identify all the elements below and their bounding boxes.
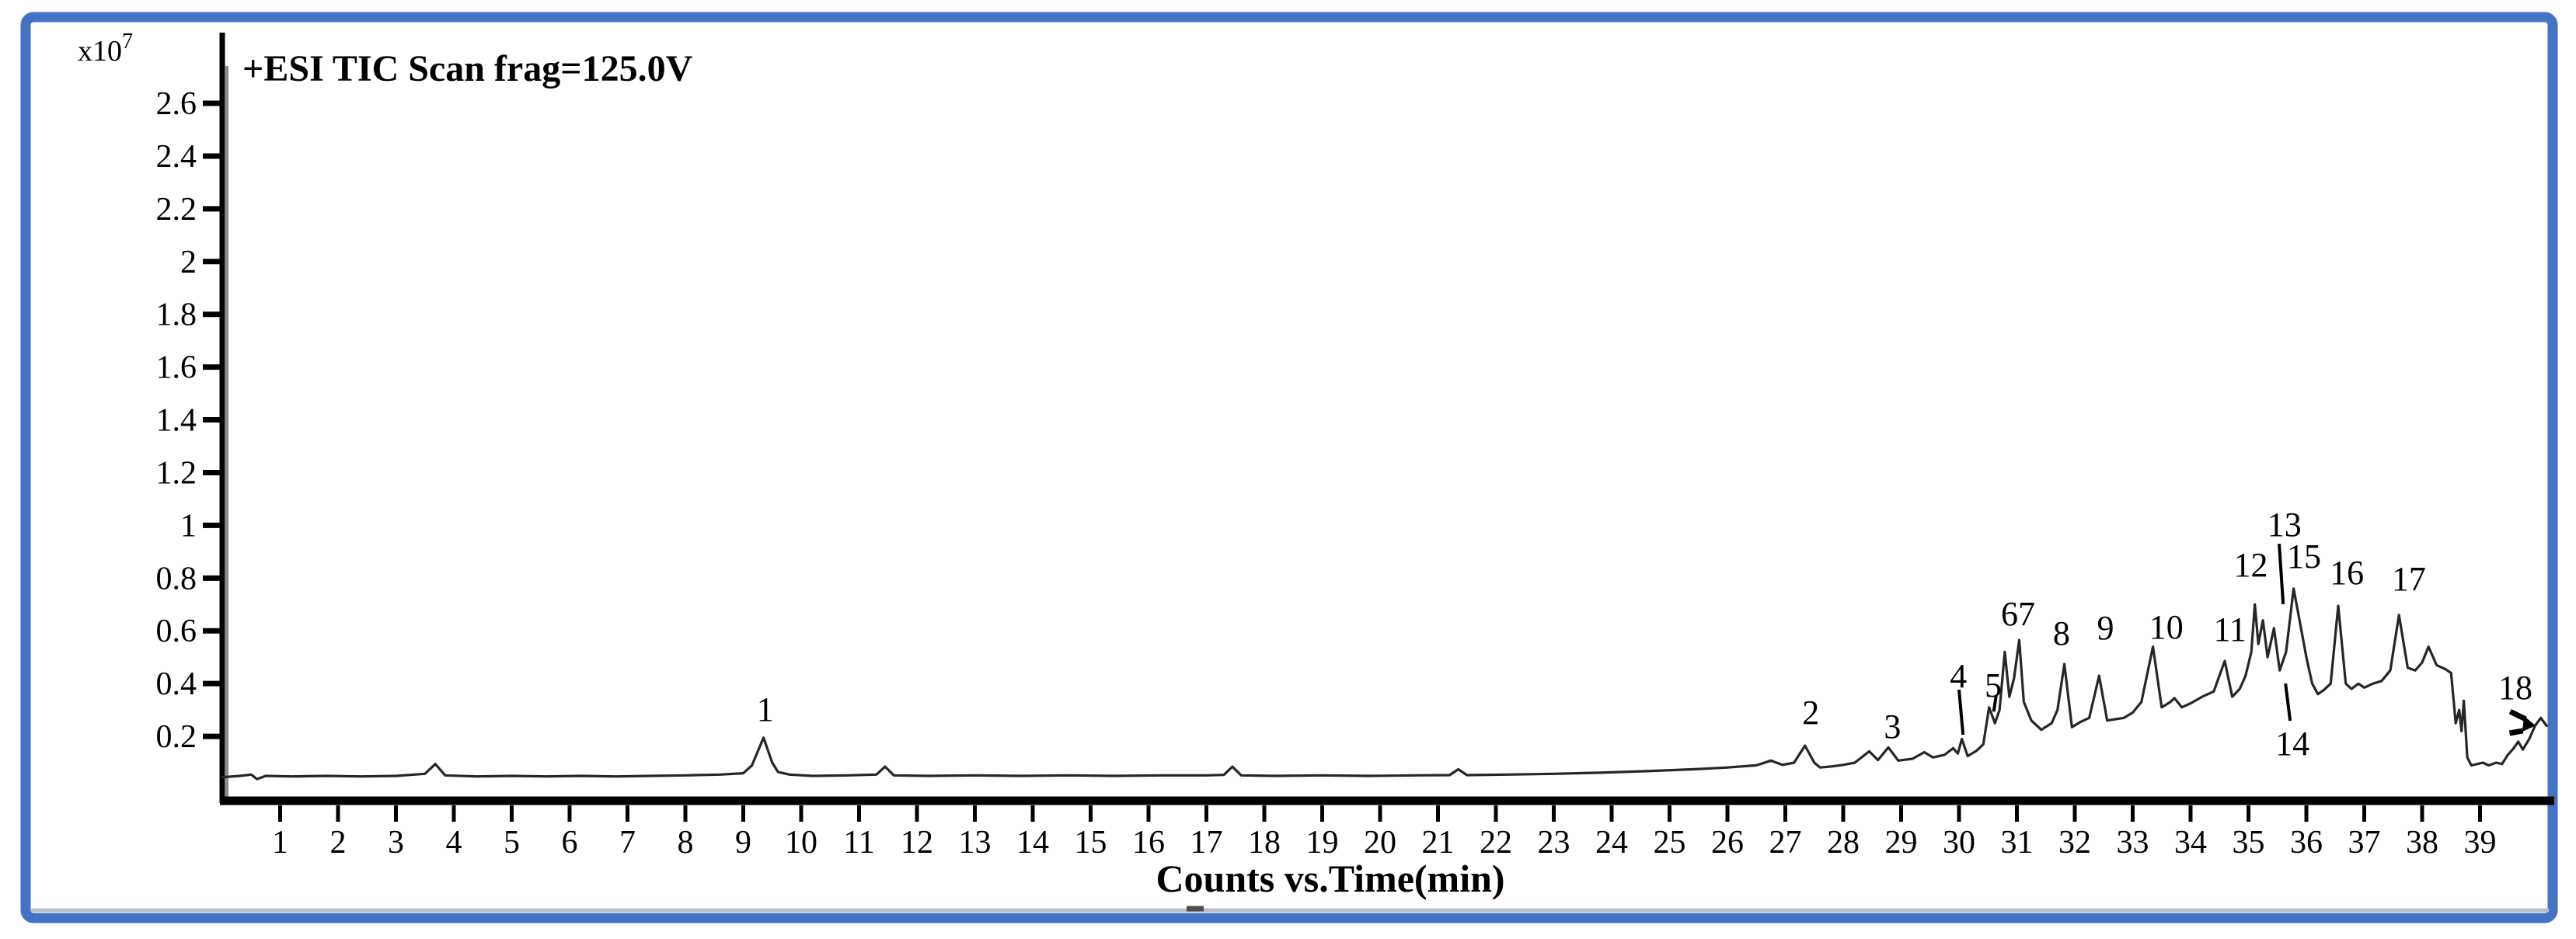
x-tick-label: 10 [785, 825, 817, 861]
peak-label-9: 9 [2097, 609, 2114, 647]
x-tick-label: 1 [272, 825, 288, 861]
peak-label-8: 8 [2053, 614, 2070, 652]
x-tick-label: 16 [1132, 825, 1165, 861]
figure-border [20, 12, 2558, 923]
chart-title: +ESI TIC Scan frag=125.0V [242, 48, 693, 89]
peak-label-67: 67 [2001, 595, 2035, 633]
peak-label-10: 10 [2149, 608, 2184, 646]
x-tick-label: 28 [1827, 825, 1860, 861]
y-tick-label: 2.2 [156, 192, 197, 228]
peak-label-16: 16 [2330, 554, 2364, 592]
y-axis-scale-label: x107 [78, 30, 133, 68]
peak-18-arrow-head [2522, 715, 2536, 732]
x-tick-label: 39 [2464, 825, 2497, 861]
x-tick-label: 20 [1364, 825, 1396, 861]
peak-pointer-line [1957, 689, 1965, 736]
x-tick-label: 30 [1943, 825, 1975, 861]
x-tick-label: 22 [1480, 825, 1512, 861]
x-tick-label: 24 [1595, 825, 1628, 861]
x-tick-label: 8 [678, 825, 694, 861]
x-tick-label: 38 [2406, 825, 2438, 861]
x-tick-label: 35 [2233, 825, 2265, 861]
x-tick-label: 25 [1654, 825, 1686, 861]
x-tick-label: 14 [1016, 825, 1049, 861]
peak-pointer-line [2277, 544, 2285, 605]
x-tick-label: 9 [735, 825, 751, 861]
peak-pointer-line [1992, 695, 1998, 712]
peak-label-5: 5 [1985, 666, 2002, 704]
peak-label-11: 11 [2213, 610, 2246, 649]
peak-label-14: 14 [2275, 725, 2309, 763]
peak-18-arrow-shaft [2508, 728, 2524, 736]
peak-label-12: 12 [2233, 546, 2268, 584]
y-tick-label: 1.2 [156, 455, 197, 491]
y-tick-label: 2.4 [156, 139, 197, 175]
x-tick-label: 15 [1075, 825, 1107, 861]
x-tick-label: 5 [504, 825, 520, 861]
y-tick-label: 2 [180, 245, 197, 280]
y-tick-label: 0.4 [156, 666, 197, 702]
x-tick-label: 32 [2058, 825, 2091, 861]
y-tick-label: 1 [180, 508, 197, 544]
x-tick-label: 33 [2117, 825, 2149, 861]
x-axis-title: Counts vs.Time(min) [1156, 857, 1504, 900]
peak-label-18: 18 [2498, 669, 2532, 707]
peak-pointer-line [2284, 683, 2292, 722]
x-tick-label: 2 [330, 825, 347, 861]
x-tick-label: 19 [1306, 825, 1339, 861]
x-tick-label: 7 [619, 825, 636, 861]
x-axis-ticks: 1 2 3 4 5 6 7 8 9 10 11 12 13 14 15 16 17 18 19 20 21 22 23 24 2… [272, 805, 2497, 861]
peak-label-13: 13 [2268, 506, 2302, 544]
x-tick-label: 4 [446, 825, 462, 861]
x-tick-label: 26 [1711, 825, 1744, 861]
x-tick-label: 12 [901, 825, 933, 861]
peak-label-15: 15 [2287, 537, 2321, 576]
y-tick-label: 0.2 [156, 719, 197, 755]
y-axis-ticks: 0.2 0.4 0.6 0.8 1 1.2 1.4 1.6 1.8 2 2.2 2.4 2.6 [156, 86, 221, 755]
x-tick-label: 13 [959, 825, 992, 861]
x-tick-label: 17 [1190, 825, 1223, 861]
peak-label-1: 1 [757, 690, 774, 729]
x-tick-label: 11 [843, 825, 874, 861]
y-tick-label: 0.6 [156, 614, 197, 649]
y-tick-label: 1.6 [156, 350, 197, 386]
y-tick-label: 2.6 [156, 86, 197, 122]
y-tick-label: 0.8 [156, 561, 197, 596]
y-tick-label: 1.8 [156, 297, 197, 333]
x-tick-label: 34 [2174, 825, 2207, 861]
x-tick-label: 27 [1769, 825, 1802, 861]
y-tick-label: 1.4 [156, 403, 197, 439]
x-tick-label: 31 [2001, 825, 2034, 861]
x-tick-label: 18 [1248, 825, 1281, 861]
peak-label-4: 4 [1950, 657, 1967, 695]
tic-trace [221, 587, 2548, 781]
peak-18-arrow-shaft [2508, 709, 2527, 722]
peak-label-3: 3 [1884, 708, 1901, 746]
x-tick-label: 29 [1885, 825, 1918, 861]
x-tick-label: 3 [388, 825, 404, 861]
x-tick-label: 37 [2348, 825, 2381, 861]
x-tick-label: 6 [562, 825, 578, 861]
peak-label-2: 2 [1802, 694, 1819, 732]
x-tick-label: 21 [1422, 825, 1455, 861]
peak-label-17: 17 [2392, 560, 2426, 598]
x-tick-label: 36 [2290, 825, 2323, 861]
x-tick-label: 23 [1538, 825, 1570, 861]
